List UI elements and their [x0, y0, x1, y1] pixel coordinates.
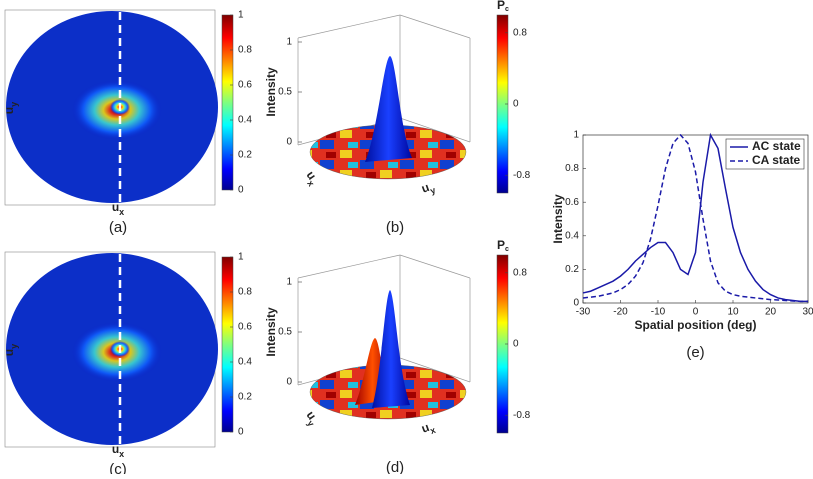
colorbar-tick-label: 0.8 — [238, 45, 252, 56]
caption: (a) — [109, 219, 127, 236]
y-axis-label-base: u — [2, 349, 16, 356]
colorbar-tick-label: 0.8 — [238, 287, 252, 298]
caption: (c) — [109, 461, 127, 474]
box-edge — [399, 117, 471, 143]
colorbar — [221, 14, 234, 191]
y-axis-label-sub: y — [9, 344, 19, 349]
series-line — [582, 132, 808, 303]
colorbar-title: Pc — [497, 0, 509, 13]
z-tick-label: 1 — [286, 37, 292, 48]
y-axis-label-sub: y — [9, 102, 19, 107]
colorbar-tick-label: 0.2 — [238, 150, 252, 161]
colorbar-tick-label: -0.8 — [513, 170, 531, 181]
legend-label: CA state — [752, 153, 801, 167]
z-tick-label: 0 — [286, 137, 292, 148]
x-tick-label: 20 — [765, 307, 777, 318]
z-tick-label: 1 — [286, 277, 292, 288]
x-axis-label-base: u — [112, 200, 119, 214]
colorbar-tick-label: 0.6 — [238, 80, 252, 91]
colorbar-title-base: P — [497, 238, 505, 252]
colorbar-tick-label: 0.8 — [513, 267, 527, 278]
y-tick-label: 0 — [573, 298, 579, 309]
colorbar-tick-label: 0.4 — [238, 115, 252, 126]
y-axis-label: uy — [420, 179, 437, 199]
x-tick-label: 0 — [693, 307, 699, 318]
x-axis-label-sub: y — [305, 419, 316, 429]
box-edge — [399, 14, 471, 39]
x-tick-label: 10 — [727, 307, 739, 318]
box-edge — [297, 254, 401, 279]
y-axis-label-base: u — [420, 420, 432, 436]
box-edge — [297, 14, 401, 39]
colorbar-title-sub: c — [505, 6, 509, 13]
x-axis-label: ux — [112, 442, 124, 459]
colorbar-tick-label: 0 — [513, 99, 519, 110]
y-tick-label: 0.8 — [565, 163, 579, 174]
colorbar-tick-label: 1 — [238, 252, 244, 263]
colorbar-tick-label: -0.8 — [513, 410, 531, 421]
box-edge — [399, 357, 471, 383]
y-axis-label-sub: x — [429, 425, 437, 436]
y-tick-label: 0.4 — [565, 230, 579, 241]
x-axis-label-sub: x — [119, 449, 124, 459]
y-axis-label-sub: y — [429, 185, 437, 196]
colorbar-tick-label: 0.8 — [513, 27, 527, 38]
x-tick-label: -20 — [613, 307, 628, 318]
x-tick-label: -30 — [576, 307, 591, 318]
caption: (d) — [386, 459, 404, 474]
y-axis-label: uy — [2, 344, 19, 356]
y-axis-label: ux — [420, 419, 437, 439]
x-axis-label: ux — [112, 200, 124, 217]
series-line — [582, 133, 808, 303]
colorbar-title-sub: c — [505, 246, 509, 253]
x-axis-label-base: u — [112, 442, 119, 456]
box-edge — [399, 254, 471, 279]
caption: (e) — [686, 344, 704, 361]
x-axis-label-sub: x — [119, 207, 124, 217]
legend-label: AC state — [752, 139, 801, 153]
x-axis-label: uy — [301, 408, 322, 428]
colorbar-tick-label: 0 — [238, 427, 244, 438]
y-axis-label-base: u — [420, 180, 432, 196]
surface-peak — [372, 290, 410, 408]
colorbar-tick-label: 0.2 — [238, 392, 252, 403]
y-tick-label: 0.2 — [565, 264, 579, 275]
colorbar — [221, 256, 234, 433]
x-axis-label: ux — [301, 168, 322, 188]
legend — [725, 138, 805, 170]
colorbar-tick-label: 0.6 — [238, 322, 252, 333]
z-tick-label: 0 — [286, 377, 292, 388]
z-tick-label: 0.5 — [278, 327, 292, 338]
x-tick-label: -10 — [651, 307, 666, 318]
colorbar-tick-label: 0 — [238, 185, 244, 196]
z-axis-label: Intensity — [264, 307, 278, 357]
caption: (b) — [386, 219, 404, 236]
y-tick-label: 1 — [573, 130, 579, 141]
x-tick-label: 30 — [802, 307, 813, 318]
z-axis-label: Intensity — [264, 67, 278, 117]
y-axis-label: Intensity — [551, 194, 565, 244]
x-axis-label-sub: x — [305, 179, 316, 189]
y-axis-label-base: u — [2, 107, 16, 114]
x-axis-label: Spatial position (deg) — [635, 318, 757, 332]
z-tick-label: 0.5 — [278, 87, 292, 98]
colorbar-tick-label: 1 — [238, 10, 244, 21]
colorbar-tick-label: 0 — [513, 339, 519, 350]
colorbar-title: Pc — [497, 238, 509, 253]
colorbar-tick-label: 0.4 — [238, 357, 252, 368]
colorbar-title-base: P — [497, 0, 505, 12]
surface-peak — [365, 56, 412, 162]
y-axis-label: uy — [2, 102, 19, 114]
y-tick-label: 0.6 — [565, 197, 579, 208]
